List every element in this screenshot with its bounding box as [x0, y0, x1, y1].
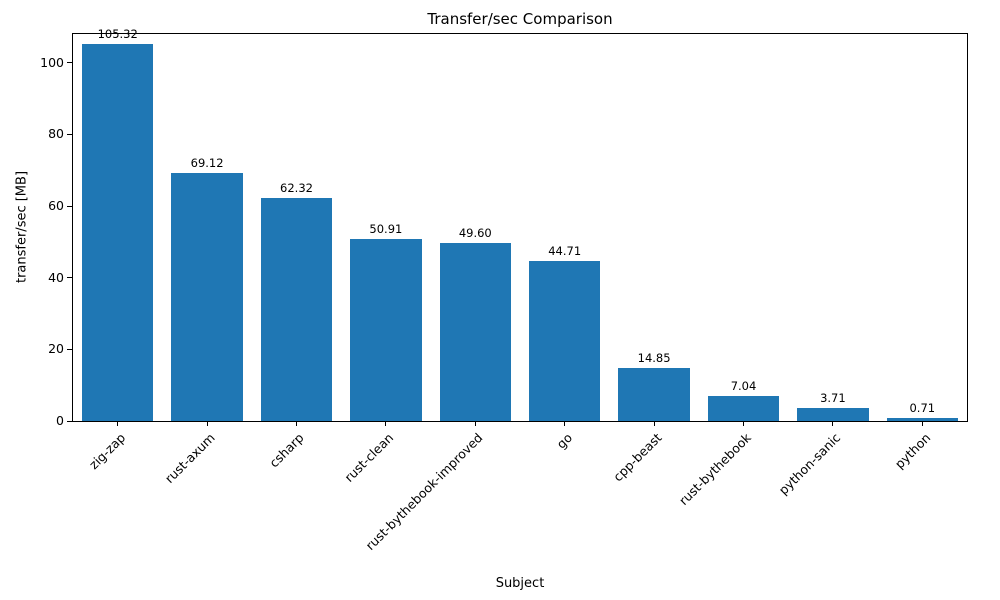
- x-tick-mark: [206, 421, 208, 426]
- bar-value-label: 69.12: [190, 156, 224, 171]
- bar: [171, 173, 243, 421]
- y-tick-label: 0: [56, 413, 64, 428]
- x-tick-mark: [921, 421, 923, 426]
- bar-value-label: 3.71: [820, 390, 846, 405]
- x-tick-label: csharp: [266, 430, 308, 471]
- x-tick-label: go: [553, 430, 576, 452]
- x-tick-mark: [564, 421, 566, 426]
- y-tick-mark: [67, 62, 72, 64]
- y-tick-label: 20: [48, 341, 64, 357]
- bar-value-label: 49.60: [458, 226, 492, 241]
- bar: [350, 238, 422, 421]
- x-tick-mark: [743, 421, 744, 426]
- bar-value-label: 50.91: [369, 221, 403, 236]
- x-tick-mark: [385, 421, 387, 426]
- bar-value-label: 14.85: [637, 350, 671, 365]
- bar: [618, 367, 690, 421]
- x-tick-label: rust-bythebook: [676, 430, 755, 509]
- bar-value-label: 44.71: [548, 243, 582, 258]
- x-tick-label: python-sanic: [775, 430, 844, 498]
- y-tick-mark: [67, 420, 72, 422]
- x-tick-mark: [117, 421, 119, 426]
- bar: [707, 395, 780, 421]
- bar-value-label: 62.32: [280, 180, 313, 195]
- bar-value-label: 0.71: [909, 401, 936, 416]
- y-tick-label: 40: [48, 269, 64, 285]
- x-axis-label: Subject: [495, 576, 545, 591]
- y-tick-label: 60: [48, 198, 64, 213]
- x-tick-label: rust-clean: [341, 430, 397, 485]
- bar: [439, 243, 512, 421]
- y-tick-label: 80: [48, 126, 64, 142]
- chart-title: Transfer/sec Comparison: [427, 10, 613, 28]
- y-tick-label: 100: [40, 54, 64, 70]
- x-tick-mark: [296, 421, 297, 426]
- x-tick-mark: [832, 421, 834, 426]
- y-tick-mark: [67, 133, 72, 135]
- x-tick-mark: [653, 421, 655, 426]
- bar-value-label: 7.04: [730, 378, 757, 393]
- plot-area: 0 20 40 60 80 100 105.32 zig-zap 69.12 rust-axum 6…: [40, 27, 968, 553]
- bar-value-label: 105.32: [97, 26, 138, 41]
- bar: [886, 418, 959, 421]
- x-tick-label: zig-zap: [86, 430, 129, 473]
- bar: [81, 43, 154, 421]
- bar: [260, 197, 333, 421]
- y-tick-mark: [67, 348, 72, 350]
- x-tick-label: rust-axum: [161, 430, 218, 486]
- x-tick-label: cpp-beast: [610, 430, 665, 485]
- bar: [797, 407, 869, 421]
- y-tick-mark: [67, 277, 72, 279]
- x-tick-mark: [474, 421, 476, 426]
- x-tick-label: python: [891, 430, 933, 472]
- y-tick-mark: [67, 205, 72, 207]
- y-axis-label: transfer/sec [MB]: [14, 170, 30, 284]
- bar: [528, 260, 601, 421]
